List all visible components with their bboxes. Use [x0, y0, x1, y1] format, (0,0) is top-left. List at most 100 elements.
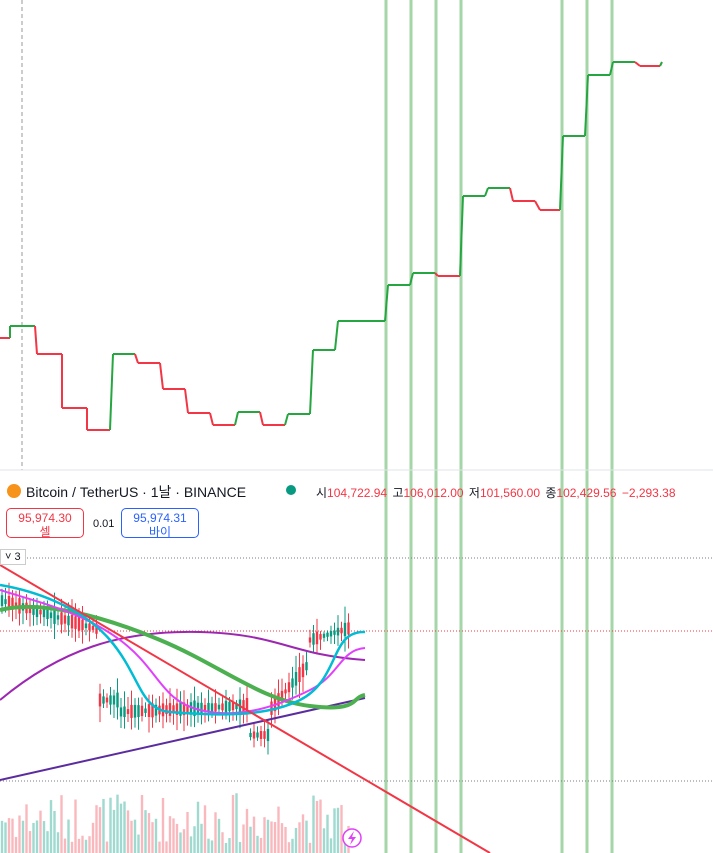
- volume-bar: [46, 831, 49, 853]
- candle: [0, 595, 4, 606]
- volume-bar: [287, 842, 291, 853]
- volume-bar: [179, 832, 182, 853]
- candle: [266, 728, 270, 742]
- volume-bar: [308, 842, 312, 853]
- volume-bar: [277, 806, 280, 853]
- volume-bar: [84, 839, 88, 853]
- candle: [291, 678, 294, 688]
- ohlc-label: 저: [468, 486, 480, 500]
- candle: [154, 704, 158, 716]
- candle: [137, 705, 140, 718]
- candle: [280, 690, 284, 701]
- ma-line: [0, 697, 366, 781]
- volume-bar: [259, 837, 263, 853]
- candle: [256, 732, 259, 738]
- candle: [326, 632, 329, 637]
- ohlc-label: 종: [545, 486, 557, 500]
- volume-bar: [14, 836, 18, 853]
- step-segment: [434, 272, 439, 277]
- volume-bar: [25, 804, 28, 853]
- volume-bar: [158, 841, 161, 853]
- volume-bar: [151, 822, 154, 853]
- volume-bar: [116, 794, 119, 853]
- volume-bar: [189, 836, 193, 853]
- volume-bar: [32, 822, 35, 853]
- volume-bar: [147, 813, 151, 853]
- candle: [35, 605, 39, 618]
- candle: [112, 695, 116, 705]
- symbol-header[interactable]: Bitcoin / TetherUS · 1날 · BINANCE: [6, 482, 246, 502]
- candle: [98, 693, 102, 707]
- candle: [252, 731, 256, 739]
- candle: [322, 633, 326, 638]
- candle: [301, 663, 305, 678]
- step-segment: [109, 353, 114, 431]
- volume-bar: [11, 818, 14, 853]
- volume-bar: [81, 835, 84, 853]
- volume-bar: [112, 809, 116, 853]
- step-segment: [134, 353, 139, 364]
- candle: [210, 703, 214, 712]
- volume-bar: [333, 808, 336, 853]
- volume-bar: [186, 812, 189, 853]
- candle: [147, 704, 151, 717]
- volume-bar: [329, 838, 333, 853]
- volume-bar: [77, 838, 81, 853]
- candle: [116, 692, 119, 708]
- buy-price: 95,974.31: [133, 511, 187, 525]
- coin-icon: [7, 484, 21, 498]
- candle: [231, 702, 235, 711]
- candle: [105, 697, 109, 703]
- candle: [32, 605, 35, 615]
- quantity: 0.01: [93, 518, 115, 530]
- candle: [284, 689, 287, 694]
- volume-bar: [273, 822, 277, 853]
- candle: [28, 604, 32, 614]
- step-segment: [159, 362, 164, 390]
- volume-bar: [154, 818, 158, 853]
- candle: [203, 704, 207, 711]
- candle: [77, 616, 81, 631]
- buy-button[interactable]: 95,974.31 바이: [121, 508, 199, 539]
- candle: [207, 702, 210, 713]
- volume-bar: [340, 805, 343, 853]
- candle: [186, 704, 189, 713]
- step-line: [0, 61, 663, 431]
- volume-bar: [322, 828, 326, 853]
- candle: [179, 702, 182, 716]
- volume-bar: [105, 841, 109, 853]
- candle: [109, 695, 112, 705]
- volume-bar: [60, 795, 63, 853]
- volume-bar: [270, 821, 273, 853]
- candle: [91, 625, 95, 630]
- indicator-toggle[interactable]: ˅ 3: [0, 549, 26, 565]
- volume-bar: [301, 814, 305, 853]
- candle: [95, 624, 98, 634]
- candle: [130, 704, 133, 718]
- ohlc-label: 고: [392, 486, 404, 500]
- change: −2,293.38: [621, 486, 676, 500]
- volume-bar: [263, 817, 266, 853]
- volume-bar: [67, 819, 70, 853]
- separator: /: [72, 484, 76, 500]
- candle: [336, 627, 340, 636]
- ohlc-value: 101,560.00: [479, 486, 541, 500]
- volume-bar: [210, 840, 214, 853]
- status-dot: [286, 485, 296, 495]
- volume-bar: [256, 835, 259, 853]
- volume-bar: [98, 807, 102, 853]
- step-segment: [209, 412, 214, 426]
- step-segment: [184, 388, 189, 414]
- volume-bar: [42, 821, 46, 853]
- volume-bar: [130, 820, 133, 853]
- candle: [214, 703, 217, 712]
- candle: [305, 662, 308, 671]
- candle: [228, 701, 231, 712]
- volume-bar: [182, 829, 186, 853]
- candle: [249, 732, 252, 738]
- sell-button[interactable]: 95,974.30 셀: [6, 508, 84, 539]
- candle: [46, 609, 49, 619]
- candle: [189, 702, 193, 715]
- candle: [319, 634, 322, 640]
- volume-bar: [4, 822, 7, 853]
